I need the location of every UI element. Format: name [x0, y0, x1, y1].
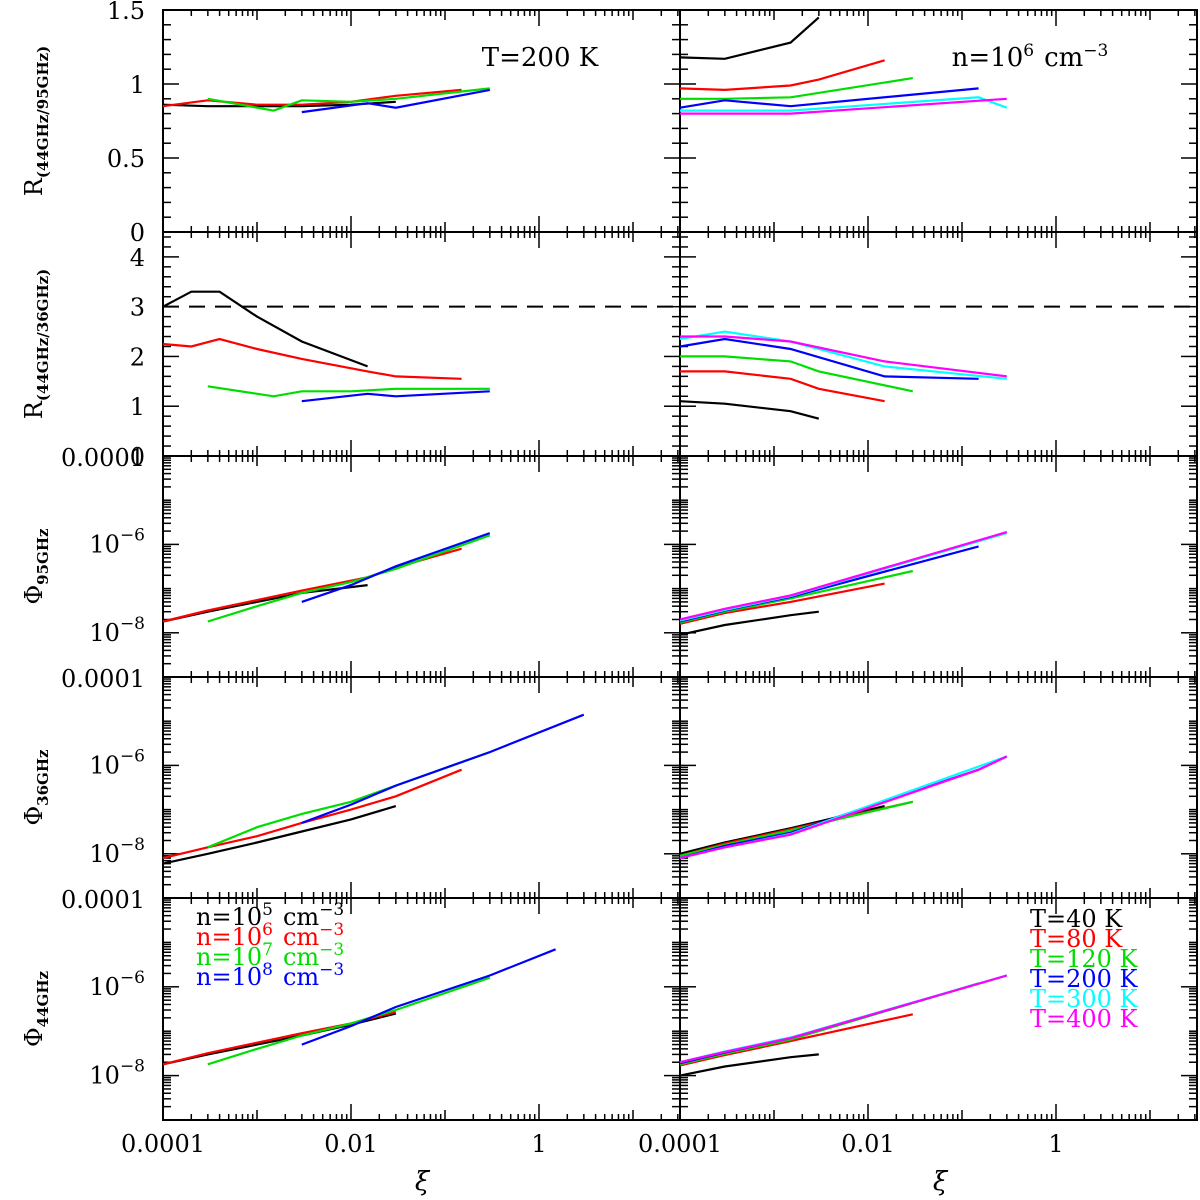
y-tick-label: 1	[130, 71, 145, 99]
series-line-black	[162, 290, 368, 368]
right-annotation-base: n=10	[952, 43, 1024, 73]
series-line-blue	[679, 337, 979, 380]
y-tick-label: 1	[130, 393, 145, 421]
series-line-blue	[301, 390, 490, 403]
series-line-green	[207, 976, 491, 1066]
y-tick-label: 10−8	[89, 835, 145, 868]
y-axis-label: R(44GHz/95GHz)	[20, 46, 52, 197]
y-axis-label: Φ95GHz	[20, 528, 52, 605]
series-line-blue	[301, 713, 585, 824]
legend-entry: T=40 K	[1030, 905, 1123, 933]
legend-entry: T=300 K	[1030, 985, 1139, 1013]
series-line-red	[679, 1013, 914, 1067]
labels: 0 0.5 1 1.5 R(44GHz/95GHz) 0 1 2 3 4 R(44GHz/36GHz…	[20, 0, 1139, 1158]
panel-frame	[162, 9, 681, 233]
series-line-magenta	[679, 755, 1008, 860]
y-tick-label: 0.5	[107, 145, 145, 173]
panel-frame	[679, 9, 1198, 233]
series-line-red	[162, 88, 462, 108]
panel-frames	[162, 9, 1198, 1121]
x-tick-label: 0.01	[841, 1130, 894, 1158]
y-tick-label: 2	[130, 343, 145, 371]
series-line-blue	[301, 948, 557, 1046]
y-axis-label: Φ36GHz	[20, 749, 52, 826]
series-line-red	[162, 547, 462, 623]
y-tick-label: 10−8	[89, 1057, 145, 1090]
series-line-red	[680, 370, 885, 403]
y-tick-label: 0.0001	[61, 886, 145, 914]
legend-entry: T=400 K	[1030, 1005, 1139, 1033]
panel-frame	[679, 897, 1198, 1121]
x-tick-label: 1	[531, 1130, 546, 1158]
y-tick-label: 10−6	[89, 746, 145, 779]
series-line-blue	[679, 87, 979, 109]
series-line-green	[207, 87, 490, 112]
y-tick-label: 10−6	[89, 968, 145, 1001]
y-tick-label: 10−8	[89, 614, 145, 647]
left-panel-annotation: T=200 K	[482, 43, 599, 73]
series-line-green	[680, 355, 914, 393]
series-line-green	[207, 385, 490, 398]
series-line-red	[162, 337, 462, 380]
series-line-black	[679, 400, 820, 420]
series-line-magenta	[679, 531, 1008, 621]
right-annotation-exp: 6	[1023, 41, 1034, 61]
y-tick-label: 0	[130, 219, 145, 247]
legend-entry: T=200 K	[1030, 965, 1139, 993]
series-line-blue	[301, 88, 491, 114]
x-tick-label: 0.01	[324, 1130, 377, 1158]
legend-entry: n=105 cm−3	[196, 900, 344, 931]
series-line-black	[162, 805, 397, 865]
legend-entry: T=120 K	[1030, 945, 1139, 973]
y-tick-label: 10−6	[89, 525, 145, 558]
series-line-blue	[301, 532, 491, 603]
right-annotation-unit: cm	[1044, 43, 1083, 73]
data-lines	[162, 16, 1008, 1077]
series-line-green	[207, 534, 491, 623]
series-line-red	[162, 768, 463, 860]
y-tick-label: 4	[130, 244, 145, 272]
series-line-black	[679, 1053, 819, 1077]
series-line-green	[680, 77, 913, 100]
panel-frame	[679, 455, 1198, 678]
legend-entry: n=106 cm−3	[196, 920, 344, 951]
panel-frame	[162, 455, 681, 678]
panel-frame	[679, 676, 1198, 899]
legend-entry: n=108 cm−3	[196, 960, 344, 991]
series-line-black	[679, 16, 820, 60]
y-tick-label: 0.0001	[61, 665, 145, 693]
legend-entry: n=107 cm−3	[196, 940, 344, 971]
x-axis-label-left: ξ	[415, 1167, 431, 1197]
series-line-black	[679, 610, 819, 636]
y-tick-label: 0.0001	[61, 444, 145, 472]
right-panel-annotation: n=106 cm−3	[952, 41, 1109, 73]
series-line-red	[679, 59, 885, 92]
series-line-green	[679, 569, 914, 624]
right-annotation-unit-exp: −3	[1083, 41, 1108, 61]
y-tick-label: 3	[130, 294, 145, 322]
y-tick-label: 0	[130, 443, 145, 471]
series-line-cyan	[679, 974, 1008, 1064]
panel-frame	[162, 676, 681, 899]
x-tick-label: 0.0001	[638, 1130, 722, 1158]
series-line-red	[679, 582, 885, 625]
series-line-green	[679, 800, 914, 857]
series-line-magenta	[679, 974, 1008, 1064]
series-line-magenta	[680, 97, 1007, 115]
legend-entry: T=80 K	[1030, 925, 1123, 953]
x-tick-label: 1	[1048, 1130, 1063, 1158]
y-axis-label: R(44GHz/36GHz)	[20, 269, 52, 420]
x-tick-label: 0.0001	[121, 1130, 205, 1158]
y-axis-label: Φ44GHz	[20, 970, 52, 1047]
series-line-magenta	[680, 335, 1007, 378]
x-axis-label-right: ξ	[933, 1167, 949, 1197]
y-tick-label: 1.5	[107, 0, 145, 25]
